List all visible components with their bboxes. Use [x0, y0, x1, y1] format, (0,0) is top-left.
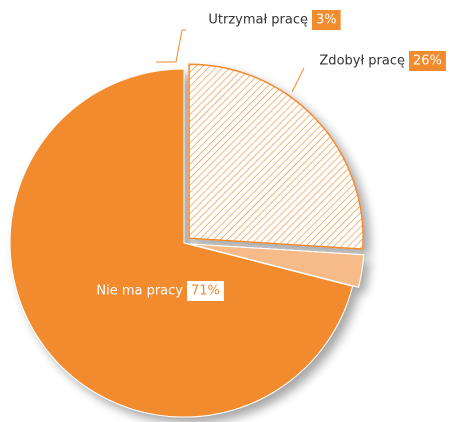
pie — [9, 63, 365, 418]
slice-label: Nie ma pracy — [96, 284, 183, 299]
value-label-box — [187, 281, 224, 301]
pie-slice — [189, 243, 365, 288]
value-label-box — [312, 10, 341, 30]
leader-line — [156, 29, 186, 63]
slice-label: Zdobył pracę — [319, 54, 405, 69]
pie-slice — [9, 68, 354, 418]
value-label: 71% — [191, 284, 220, 299]
value-label-box — [409, 51, 446, 71]
pie-slice — [188, 63, 364, 250]
value-label: 26% — [413, 54, 442, 69]
value-label: 3% — [316, 13, 337, 28]
leader-line — [291, 67, 305, 93]
slice-label: Utrzymał pracę — [208, 13, 308, 28]
